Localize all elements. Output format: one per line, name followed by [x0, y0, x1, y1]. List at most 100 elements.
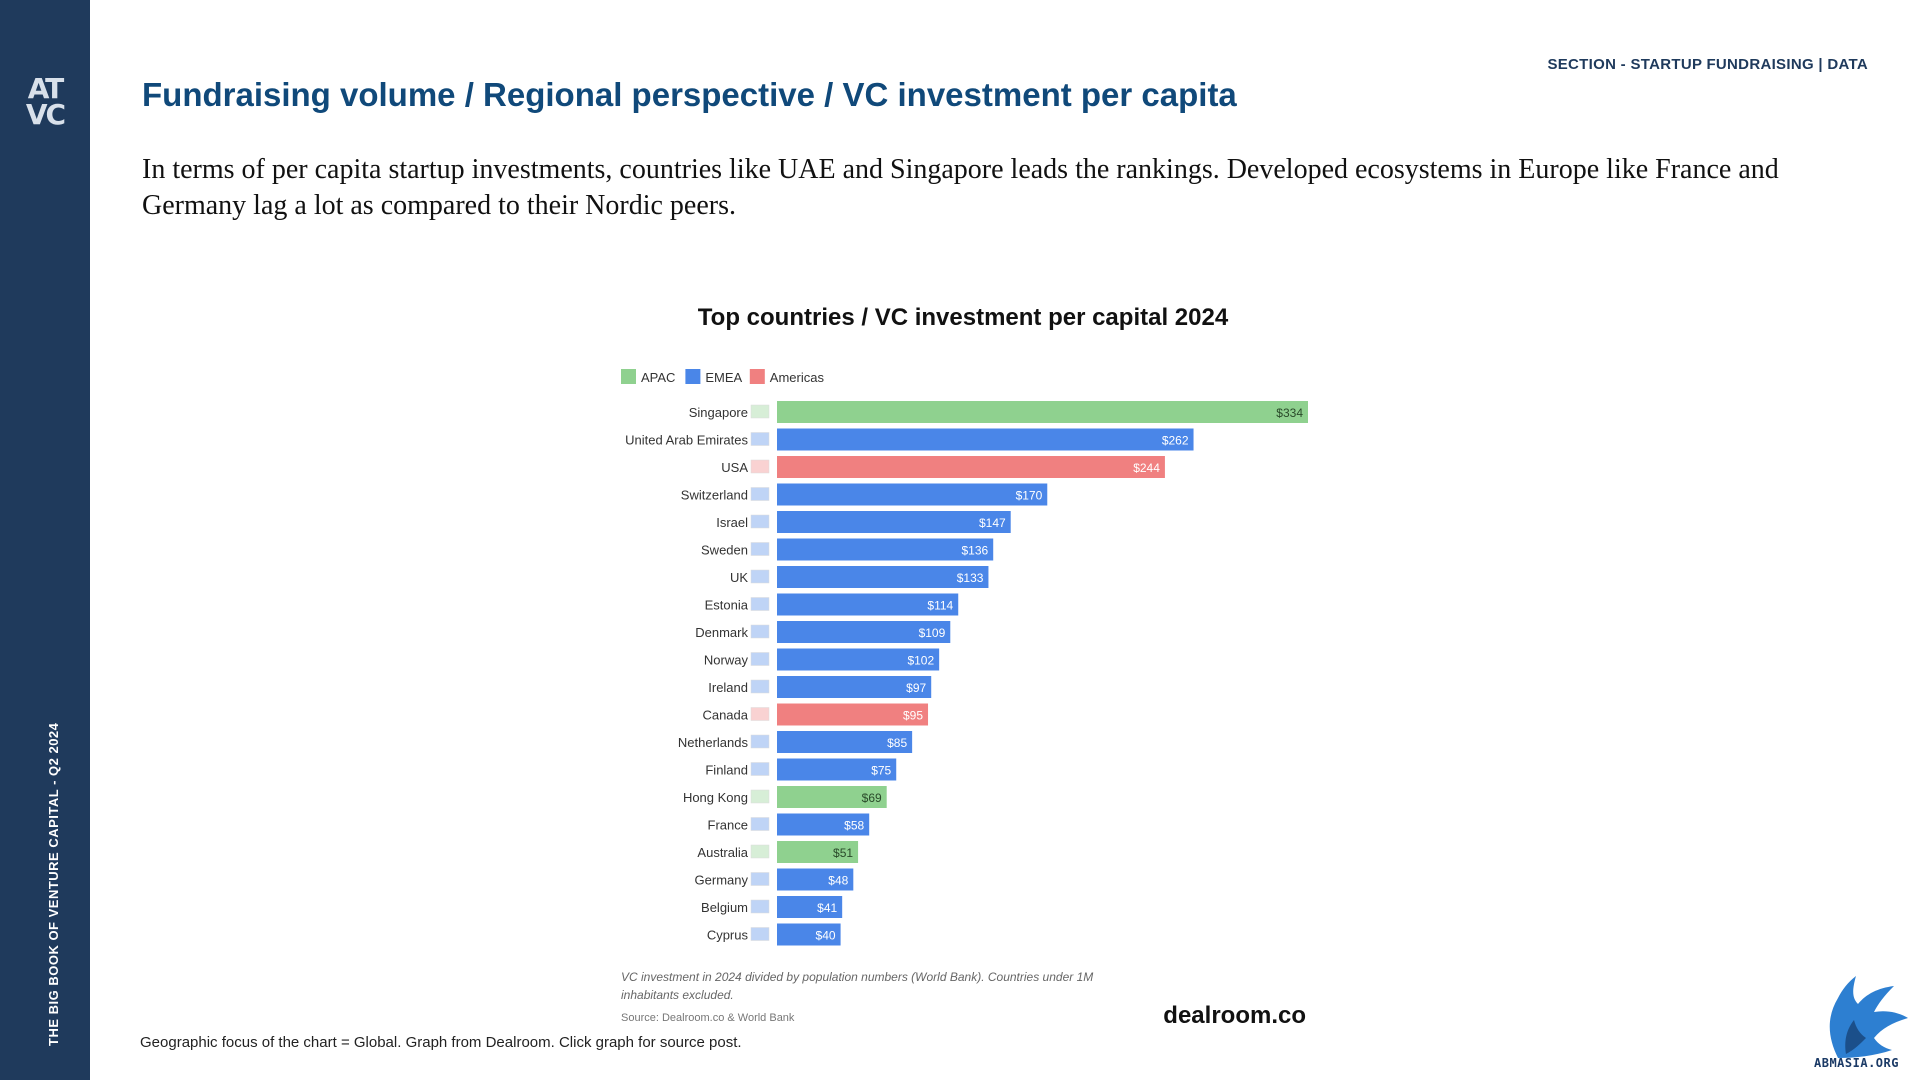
chart-note-line1: VC investment in 2024 divided by populat…	[621, 970, 1093, 984]
category-label: Hong Kong	[683, 790, 748, 805]
flag-icon	[750, 597, 770, 611]
legend-label-apac: APAC	[641, 370, 675, 385]
bar-uk	[777, 566, 989, 588]
value-label: $244	[1133, 461, 1160, 475]
chart-title: Top countries / VC investment per capita…	[698, 304, 1229, 331]
logo-text-top: AT	[27, 72, 65, 105]
flag-icon	[750, 707, 770, 721]
value-label: $334	[1276, 406, 1303, 420]
flag-icon	[750, 872, 770, 886]
value-label: $48	[828, 874, 848, 888]
value-label: $85	[887, 736, 907, 750]
value-label: $102	[907, 654, 934, 668]
category-label: Israel	[716, 515, 748, 530]
dealroom-brand: dealroom.co	[1163, 1002, 1306, 1029]
bar-sweden	[777, 538, 994, 561]
category-label: Estonia	[705, 598, 749, 613]
legend-swatch-apac	[621, 369, 636, 384]
category-label: France	[708, 818, 748, 833]
bar-norway	[777, 648, 940, 671]
value-label: $147	[979, 516, 1006, 530]
eagle-logo-icon	[1829, 976, 1908, 1058]
flag-icon	[750, 679, 770, 694]
bar-united-arab-emirates	[777, 428, 1194, 451]
atvc-logo: AT VC	[22, 72, 68, 132]
value-label: $95	[903, 709, 923, 723]
value-label: $51	[833, 846, 853, 860]
flag-icon	[750, 459, 770, 474]
category-label: Cyprus	[707, 928, 749, 943]
section-label: SECTION - STARTUP FUNDRAISING | DATA	[1547, 56, 1868, 73]
legend-label-americas: Americas	[770, 370, 825, 385]
legend-swatch-americas	[749, 369, 765, 384]
value-label: $75	[871, 764, 891, 778]
chart-note-line2: inhabitants excluded.	[621, 988, 734, 1002]
flag-icon	[750, 542, 770, 556]
flag-icon	[750, 652, 770, 666]
value-label: $69	[862, 791, 882, 805]
flag-icon	[750, 844, 770, 859]
bar-israel	[777, 511, 1011, 533]
footnote: Geographic focus of the chart = Global. …	[140, 1034, 742, 1051]
category-label: Denmark	[695, 625, 748, 640]
category-label: UK	[730, 570, 748, 585]
sidebar: AT VC THE BIG BOOK OF VENTURE CAPITAL - …	[0, 0, 90, 1080]
flag-icon	[750, 817, 770, 831]
bar-france	[777, 813, 870, 836]
intro-text: In terms of per capita startup investmen…	[142, 154, 1779, 221]
category-label: Belgium	[701, 900, 748, 915]
value-label: $136	[962, 544, 989, 558]
category-label: Germany	[695, 873, 749, 888]
bar-denmark	[777, 621, 951, 643]
legend-label-emea: EMEA	[705, 370, 742, 385]
bar-canada	[777, 703, 929, 726]
flag-icon	[750, 514, 770, 529]
flag-icon	[750, 927, 770, 941]
page-title: Fundraising volume / Regional perspectiv…	[142, 76, 1237, 113]
bar-finland	[777, 758, 897, 781]
category-label: USA	[721, 460, 748, 475]
value-label: $114	[927, 599, 953, 613]
flag-icon	[750, 624, 770, 639]
category-label: United Arab Emirates	[625, 433, 748, 448]
legend-swatch-emea	[685, 369, 701, 384]
value-label: $97	[906, 681, 926, 695]
flag-icon	[750, 899, 770, 914]
bar-switzerland	[777, 483, 1048, 506]
bar-belgium	[777, 896, 843, 918]
bar-cyprus	[777, 923, 841, 946]
value-label: $40	[816, 929, 836, 943]
category-label: Switzerland	[681, 488, 748, 503]
category-label: Australia	[697, 845, 748, 860]
flag-icon	[750, 762, 770, 776]
flag-icon	[750, 432, 770, 446]
category-label: Norway	[704, 653, 749, 668]
category-label: Sweden	[701, 543, 748, 558]
category-label: Finland	[705, 763, 748, 778]
value-label: $170	[1016, 489, 1043, 503]
bar-hong-kong	[777, 786, 887, 808]
value-label: $41	[817, 901, 837, 915]
category-label: Netherlands	[678, 735, 749, 750]
bar-ireland	[777, 676, 932, 698]
category-label: Singapore	[689, 405, 748, 420]
bar-singapore	[777, 401, 1308, 423]
category-label: Ireland	[708, 680, 748, 695]
value-label: $109	[919, 626, 946, 640]
logo-text-bottom: VC	[25, 98, 66, 131]
flag-icon	[750, 404, 770, 419]
category-label: Canada	[702, 708, 748, 723]
flag-icon	[750, 789, 770, 804]
bar-australia	[777, 841, 859, 863]
bar-germany	[777, 868, 854, 891]
flag-icon	[750, 569, 770, 584]
chart-source: Source: Dealroom.co & World Bank	[621, 1012, 795, 1024]
brand-footer: ABMASIA.ORG	[1814, 1056, 1899, 1070]
bar-estonia	[777, 593, 959, 616]
bar-usa	[777, 456, 1165, 478]
flag-icon	[750, 487, 770, 501]
value-label: $58	[844, 819, 864, 833]
value-label: $133	[957, 571, 984, 585]
